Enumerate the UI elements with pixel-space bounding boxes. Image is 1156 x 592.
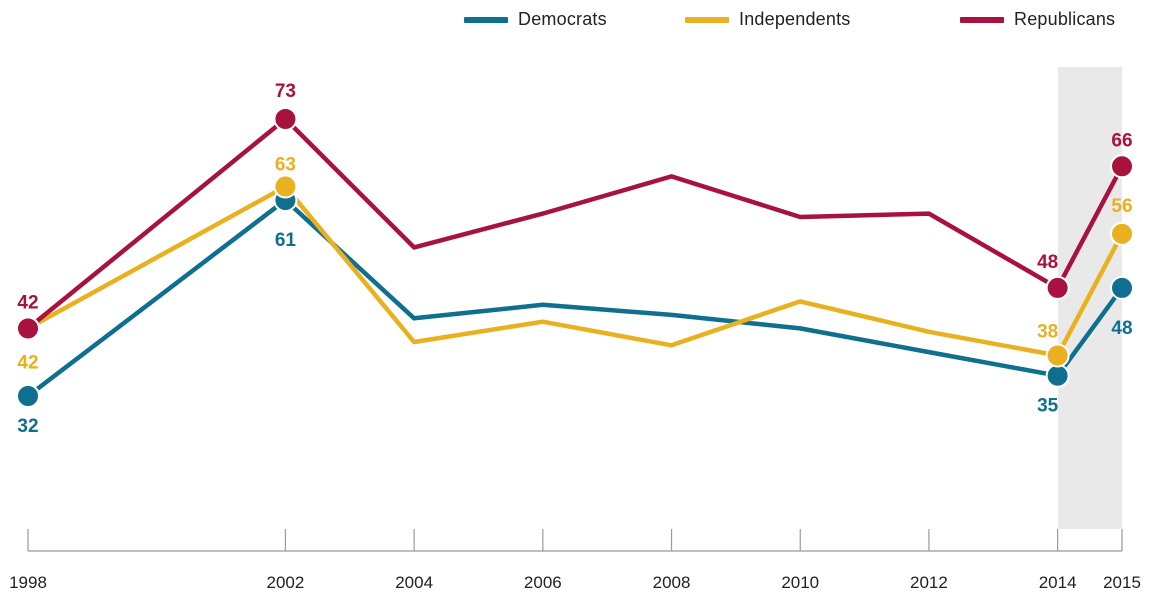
marker-democrats-2015 — [1110, 275, 1134, 300]
legend-item-independents: Independents — [685, 9, 851, 30]
x-tick-label-2002: 2002 — [266, 573, 304, 592]
legend-swatch-democrats — [464, 16, 508, 23]
legend-item-republicans: Republicans — [960, 9, 1115, 30]
data-label-republicans-2015: 66 — [1111, 130, 1132, 151]
marker-democrats-2014 — [1045, 363, 1070, 388]
marker-republicans-2002 — [273, 107, 298, 131]
x-tick-label-2006: 2006 — [524, 573, 562, 592]
x-tick-label-2010: 2010 — [781, 573, 819, 592]
x-axis: 1998 2002 2004 2006 2008 2010 2012 2014 2015 — [9, 529, 1141, 592]
series-lines — [25, 116, 1125, 399]
x-tick-label-1998: 1998 — [9, 573, 47, 592]
x-tick-label-2014: 2014 — [1039, 573, 1077, 592]
data-label-democrats-1998: 32 — [17, 416, 38, 437]
x-tick-label-2008: 2008 — [653, 573, 691, 592]
data-labels: 32 61 35 48 42 63 38 56 42 73 48 66 — [17, 81, 1132, 437]
legend-item-democrats: Democrats — [464, 9, 607, 30]
data-label-republicans-2014: 48 — [1037, 252, 1058, 273]
legend-label-independents: Independents — [739, 9, 851, 29]
data-label-independents-1998: 42 — [17, 352, 38, 373]
data-label-republicans-1998: 42 — [17, 292, 38, 313]
legend: Democrats Independents Republicans — [0, 9, 1156, 35]
marker-republicans-2015 — [1110, 154, 1134, 179]
line-republicans — [25, 116, 1125, 331]
data-label-democrats-2015: 48 — [1111, 318, 1132, 339]
data-label-independents-2014: 38 — [1037, 321, 1058, 342]
marker-republicans-1998 — [16, 316, 40, 341]
marker-independents-2014 — [1045, 343, 1070, 368]
marker-independents-2015 — [1110, 221, 1134, 246]
marker-democrats-1998 — [16, 384, 40, 408]
marker-independents-2002 — [273, 174, 298, 199]
legend-label-republicans: Republicans — [1014, 9, 1116, 29]
x-tick-label-2012: 2012 — [910, 573, 948, 592]
marker-republicans-2014 — [1045, 275, 1070, 300]
data-label-independents-2002: 63 — [275, 155, 296, 176]
data-label-democrats-2002: 61 — [275, 230, 297, 251]
data-label-independents-2015: 56 — [1111, 196, 1132, 217]
legend-swatch-independents — [685, 16, 729, 23]
series-markers — [16, 107, 1134, 408]
x-tick-label-2015: 2015 — [1103, 573, 1141, 592]
legend-label-democrats: Democrats — [518, 9, 607, 29]
line-independents — [25, 184, 1125, 358]
data-label-republicans-2002: 73 — [275, 81, 296, 102]
legend-swatch-republicans — [960, 16, 1004, 23]
data-label-democrats-2014: 35 — [1037, 396, 1059, 417]
x-tick-label-2004: 2004 — [395, 573, 433, 592]
